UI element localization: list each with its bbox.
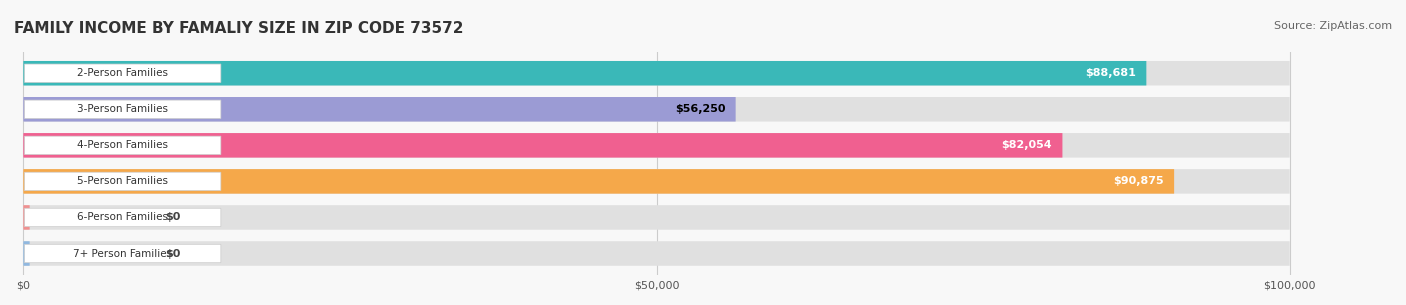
Text: $82,054: $82,054 (1001, 140, 1052, 150)
Text: $0: $0 (165, 213, 180, 222)
FancyBboxPatch shape (24, 241, 1289, 266)
FancyBboxPatch shape (24, 205, 1289, 230)
Text: 2-Person Families: 2-Person Families (77, 68, 169, 78)
Text: $90,875: $90,875 (1114, 176, 1164, 186)
FancyBboxPatch shape (24, 133, 1063, 158)
Text: 6-Person Families: 6-Person Families (77, 213, 169, 222)
FancyBboxPatch shape (24, 208, 221, 227)
FancyBboxPatch shape (24, 172, 221, 191)
Text: 3-Person Families: 3-Person Families (77, 104, 169, 114)
FancyBboxPatch shape (24, 100, 221, 118)
Text: $0: $0 (165, 249, 180, 259)
FancyBboxPatch shape (24, 169, 1174, 194)
FancyBboxPatch shape (24, 244, 221, 263)
FancyBboxPatch shape (24, 241, 30, 266)
FancyBboxPatch shape (24, 205, 30, 230)
Text: 7+ Person Families: 7+ Person Families (73, 249, 173, 259)
Text: 5-Person Families: 5-Person Families (77, 176, 169, 186)
FancyBboxPatch shape (24, 61, 1289, 85)
Text: Source: ZipAtlas.com: Source: ZipAtlas.com (1274, 21, 1392, 31)
Text: $88,681: $88,681 (1085, 68, 1136, 78)
Text: FAMILY INCOME BY FAMALIY SIZE IN ZIP CODE 73572: FAMILY INCOME BY FAMALIY SIZE IN ZIP COD… (14, 21, 464, 36)
FancyBboxPatch shape (24, 169, 1289, 194)
Text: $56,250: $56,250 (675, 104, 725, 114)
FancyBboxPatch shape (24, 97, 735, 122)
FancyBboxPatch shape (24, 61, 1146, 85)
FancyBboxPatch shape (24, 133, 1289, 158)
FancyBboxPatch shape (24, 136, 221, 155)
Text: 4-Person Families: 4-Person Families (77, 140, 169, 150)
FancyBboxPatch shape (24, 97, 1289, 122)
FancyBboxPatch shape (24, 64, 221, 82)
